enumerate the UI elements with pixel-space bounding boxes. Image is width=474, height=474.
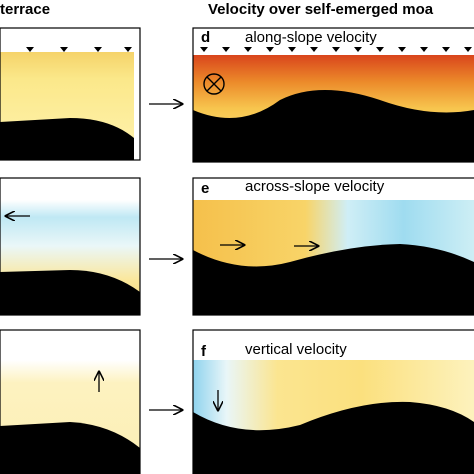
panel-label: d — [201, 29, 210, 46]
arrows — [149, 104, 182, 410]
panel-label: f — [201, 343, 207, 360]
panel-f: f vertical velocity — [192, 329, 474, 474]
panel-label: e — [201, 180, 209, 197]
left-panel-3 — [0, 329, 141, 474]
panel-title: across-slope velocity — [245, 178, 385, 195]
panel-title: vertical velocity — [245, 341, 347, 358]
left-panel-2 — [0, 177, 141, 316]
panel-d: d along-slope velocity — [192, 27, 474, 163]
left-panel-1 — [0, 27, 141, 161]
panel-e: e across-slope velocity — [192, 177, 474, 316]
panel-title: along-slope velocity — [245, 29, 377, 46]
header-left: terrace — [0, 1, 50, 18]
header-right: Velocity over self-emerged moa — [208, 1, 434, 18]
